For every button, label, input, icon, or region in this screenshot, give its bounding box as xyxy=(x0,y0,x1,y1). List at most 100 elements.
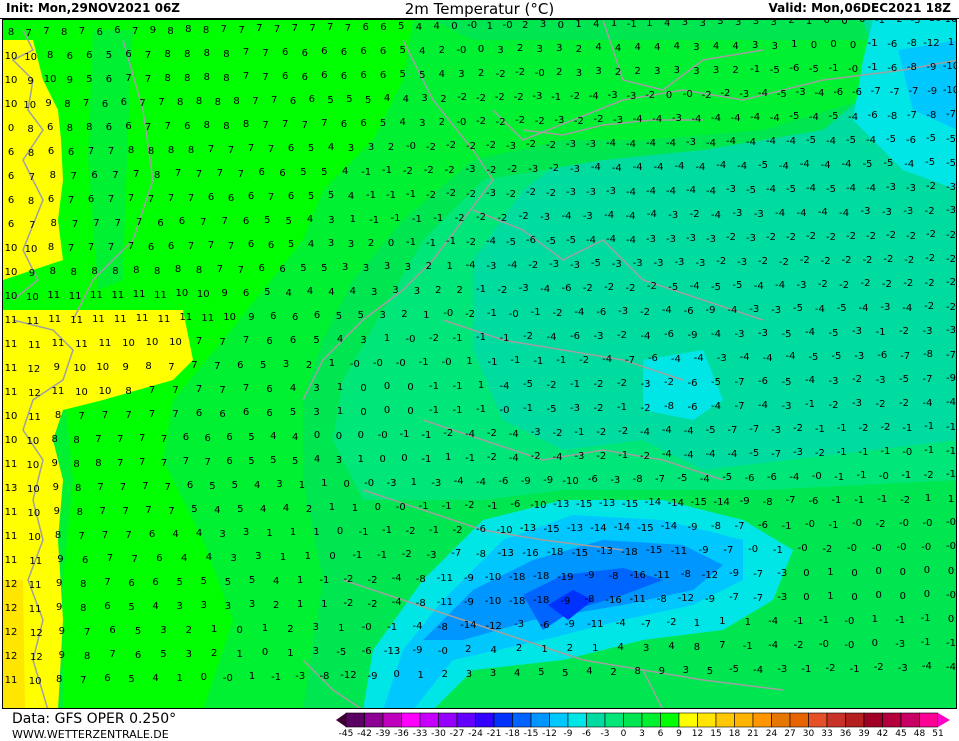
temperature-value: 8 xyxy=(27,195,35,207)
temperature-value: -1 xyxy=(570,378,580,390)
temperature-value: -4 xyxy=(465,429,476,441)
temperature-value: 4 xyxy=(313,454,321,466)
temperature-value: -7 xyxy=(946,350,956,362)
temperature-value: -0 xyxy=(534,68,545,80)
scale-color-box xyxy=(715,712,735,728)
temperature-value: 8 xyxy=(634,665,641,677)
temperature-value: 9 xyxy=(149,24,157,36)
temperature-value: 1 xyxy=(248,671,256,683)
temperature-value: -3 xyxy=(746,233,756,245)
temperature-value: -5 xyxy=(746,185,756,197)
temperature-value: 8 xyxy=(203,48,211,59)
temperature-value: -3 xyxy=(566,186,576,198)
temperature-value: -0 xyxy=(222,672,233,684)
temperature-value: 6 xyxy=(66,51,73,63)
temperature-value: 10 xyxy=(24,51,37,63)
temperature-value: -3 xyxy=(570,163,580,175)
temperature-value: 0 xyxy=(393,669,400,681)
temperature-value: 6 xyxy=(87,193,95,205)
temperature-value: 6 xyxy=(125,121,132,133)
temperature-value: 7 xyxy=(242,47,250,59)
temperature-value: -4 xyxy=(626,138,636,150)
temperature-value: -2 xyxy=(926,229,936,241)
temperature-value: -2 xyxy=(899,325,909,337)
temperature-value: -2 xyxy=(515,115,526,127)
temperature-value: 6 xyxy=(281,46,289,58)
temperature-value: -4 xyxy=(586,235,596,247)
temperature-value: 2 xyxy=(477,67,485,79)
temperature-value: 2 xyxy=(456,285,463,297)
temperature-value: -1 xyxy=(831,494,842,506)
temperature-value: -4 xyxy=(706,137,716,149)
temperature-value: 1 xyxy=(236,648,243,660)
temperature-value: 11 xyxy=(68,290,82,302)
temperature-value: 8 xyxy=(95,457,102,469)
temperature-value: 4 xyxy=(438,68,446,80)
scale-tick-label: 36 xyxy=(839,729,852,739)
temperature-value: -2 xyxy=(546,139,556,151)
temperature-value: 4 xyxy=(595,42,602,54)
temperature-value: -4 xyxy=(661,425,672,437)
temperature-value: 1 xyxy=(423,309,430,321)
temperature-value: -13 xyxy=(598,498,616,510)
temperature-value: -3 xyxy=(686,232,696,244)
temperature-value: 10 xyxy=(43,74,57,86)
temperature-value: -3 xyxy=(860,206,871,218)
temperature-value: 4 xyxy=(402,94,409,106)
temperature-value: -2 xyxy=(881,279,892,291)
temperature-value: 7 xyxy=(125,73,132,85)
temperature-value: -3 xyxy=(514,619,525,631)
temperature-value: -3 xyxy=(613,114,624,126)
temperature-value: -2 xyxy=(476,92,486,104)
temperature-value: 7 xyxy=(78,530,85,542)
temperature-value: -4 xyxy=(786,136,796,148)
temperature-value: -4 xyxy=(758,87,768,99)
temperature-value: 8 xyxy=(91,265,98,277)
scale-color-box xyxy=(438,712,458,728)
temperature-value: -12 xyxy=(701,569,719,581)
temperature-value: -3 xyxy=(486,260,497,272)
temperature-value: 1 xyxy=(383,333,391,345)
temperature-value: 7 xyxy=(216,263,224,275)
temperature-value: 8 xyxy=(203,120,211,131)
scale-arrow-below xyxy=(336,713,346,727)
temperature-value: -0 xyxy=(405,334,416,346)
temperature-value: 5 xyxy=(200,576,207,588)
temperature-value: 5 xyxy=(264,287,271,299)
temperature-value: 4 xyxy=(285,287,292,299)
temperature-value: 6 xyxy=(104,601,111,613)
temperature-value: -8 xyxy=(608,571,619,583)
temperature-value: -0 xyxy=(797,543,808,555)
temperature-value: -2 xyxy=(766,231,776,243)
temperature-value: -0 xyxy=(847,542,858,554)
temperature-value: 0 xyxy=(343,478,350,490)
temperature-value: -8 xyxy=(319,671,330,683)
temperature-value: 8 xyxy=(80,578,87,590)
temperature-value: -2 xyxy=(444,165,455,177)
temperature-value: 2 xyxy=(438,44,446,56)
temperature-value: -2 xyxy=(466,189,476,201)
temperature-value: -4 xyxy=(499,380,510,392)
temperature-value: -0 xyxy=(811,471,822,483)
temperature-value: 3 xyxy=(370,286,378,298)
scale-color-box xyxy=(623,712,643,728)
temperature-value: -2 xyxy=(596,451,607,463)
temperature-value: 7 xyxy=(247,143,255,155)
temperature-value: -1 xyxy=(476,283,486,295)
temperature-value: -6 xyxy=(664,329,674,341)
temperature-value: 7 xyxy=(214,360,221,372)
temperature-value: -4 xyxy=(652,114,663,126)
temperature-value: 4 xyxy=(336,334,344,346)
temperature-value: 3 xyxy=(160,624,167,636)
temperature-value: 8 xyxy=(73,458,80,470)
temperature-value: -2 xyxy=(526,187,536,199)
temperature-value: 4 xyxy=(282,502,290,514)
temperature-value: 4 xyxy=(712,40,720,52)
temperature-value: -2 xyxy=(946,230,956,242)
temperature-value: -1 xyxy=(849,663,860,675)
temperature-value: -6 xyxy=(766,471,777,483)
temperature-value: -18 xyxy=(533,595,550,607)
temperature-value: 9 xyxy=(221,287,228,299)
temperature-value: -4 xyxy=(750,111,761,123)
temperature-value: 8 xyxy=(49,266,56,278)
